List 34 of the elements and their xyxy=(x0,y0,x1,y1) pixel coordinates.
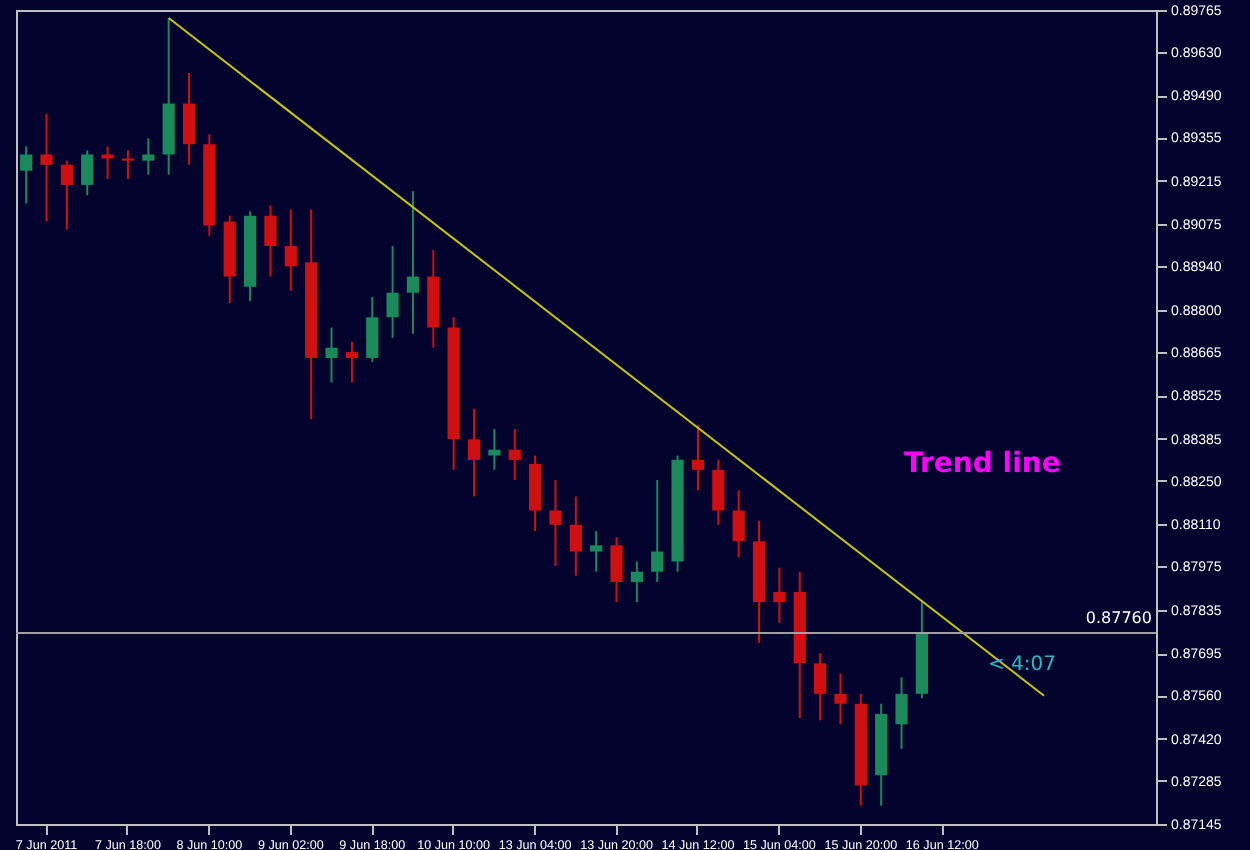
candlestick xyxy=(895,676,908,750)
candlestick xyxy=(630,560,643,604)
candlestick xyxy=(508,428,521,482)
candlestick xyxy=(712,458,725,526)
candlestick xyxy=(366,296,379,364)
candlestick xyxy=(549,479,562,567)
candlestick xyxy=(325,326,338,384)
annotation: Trend line xyxy=(904,448,1061,480)
candlestick xyxy=(284,208,297,292)
candlestick xyxy=(81,149,94,197)
candlestick xyxy=(40,112,53,223)
candlestick xyxy=(488,428,501,471)
candlestick xyxy=(569,495,582,577)
candlestick xyxy=(101,145,114,181)
ref-line-label: 0.87760 xyxy=(1085,608,1152,627)
annotation: < 4:07 xyxy=(988,654,1057,676)
candlestick xyxy=(20,145,33,205)
candlestick xyxy=(529,454,542,533)
candlestick xyxy=(834,672,847,726)
candlestick xyxy=(264,204,277,278)
candlestick xyxy=(590,530,603,573)
candlestick xyxy=(142,137,155,176)
candlestick xyxy=(386,245,399,339)
candlestick xyxy=(60,159,73,231)
candlestick xyxy=(651,479,664,583)
candlestick xyxy=(610,536,623,604)
candlestick xyxy=(467,407,481,498)
candlestick xyxy=(691,424,705,492)
candlestick xyxy=(406,190,420,335)
candlestick xyxy=(182,72,196,166)
candlestick xyxy=(732,489,745,559)
candlestick xyxy=(345,340,358,384)
candlestick xyxy=(773,566,786,624)
candlestick xyxy=(814,652,827,722)
